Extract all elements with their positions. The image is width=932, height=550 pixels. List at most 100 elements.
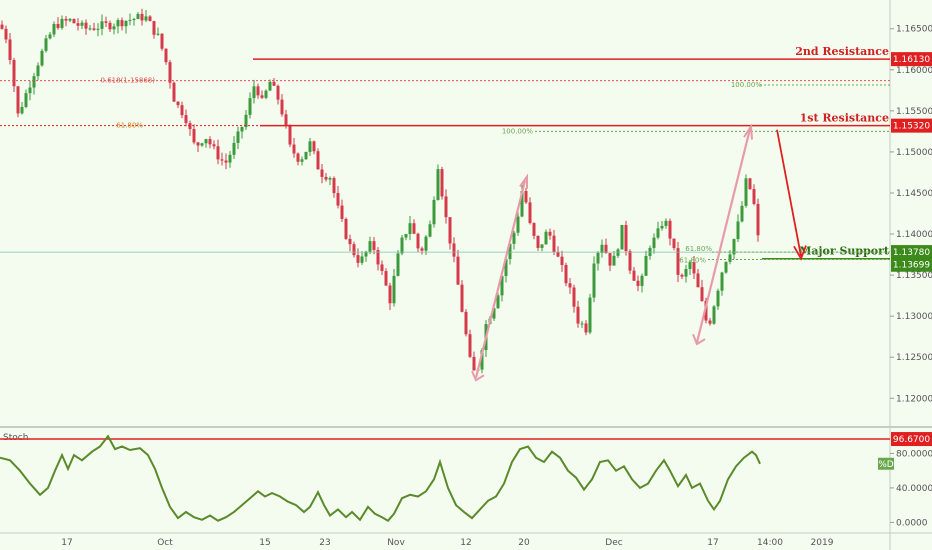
candle-body	[204, 139, 208, 144]
candle	[572, 284, 576, 313]
candle	[160, 33, 164, 51]
candle-body	[724, 261, 728, 273]
candle-body	[124, 20, 128, 27]
candle-body	[656, 228, 660, 238]
candle	[108, 20, 112, 32]
candle-body	[540, 244, 544, 248]
candle	[588, 293, 592, 335]
candle-body	[8, 39, 12, 60]
candle	[300, 156, 304, 166]
candle-body	[584, 323, 588, 333]
candle-body	[596, 252, 600, 264]
candle	[436, 164, 440, 201]
candle-body	[32, 76, 36, 88]
stoch-threshold-badge-text: 96.6700	[893, 435, 930, 445]
price-tick-label: 1.16000	[896, 66, 932, 76]
candle	[448, 217, 452, 250]
candle	[144, 9, 148, 23]
candle-body	[500, 275, 504, 296]
candle-body	[388, 285, 392, 304]
price-axis: 1.16500 1.16000 1.15500 1.15000 1.14500 1.140…	[890, 25, 932, 404]
candle	[316, 148, 320, 170]
candle-body	[76, 23, 80, 26]
candle	[532, 222, 536, 240]
candle	[304, 151, 308, 160]
candle-body	[356, 255, 360, 263]
fib-label: 61.80%	[679, 256, 706, 264]
candle-body	[740, 205, 744, 222]
candle	[372, 237, 376, 255]
candle-body	[352, 244, 356, 256]
candle-body	[404, 234, 408, 238]
price-tick-label: 1.14500	[896, 189, 932, 199]
candle-body	[560, 256, 564, 266]
candle-body	[580, 323, 584, 325]
candle	[752, 184, 756, 206]
candle	[612, 251, 616, 266]
candle	[576, 300, 580, 328]
pattern-arrow-leg-2	[695, 128, 752, 343]
candle	[172, 81, 176, 102]
candle-body	[248, 98, 252, 115]
candle	[580, 320, 584, 329]
candle	[244, 110, 248, 130]
candle-body	[172, 82, 176, 102]
candle	[4, 25, 8, 44]
candle-body	[148, 16, 152, 22]
candle-body	[56, 23, 60, 28]
price-tick-label: 1.15500	[896, 107, 932, 117]
candle-body	[312, 141, 316, 152]
candle	[460, 280, 464, 313]
candle	[376, 247, 380, 271]
candle-body	[140, 13, 144, 21]
candle	[528, 197, 532, 225]
candle-body	[528, 202, 532, 224]
candle-body	[276, 85, 280, 100]
candle-body	[208, 139, 212, 145]
candle	[712, 305, 716, 325]
candle	[388, 282, 392, 311]
candle-body	[672, 238, 676, 249]
candle	[744, 174, 748, 208]
stoch-title: Stoch	[3, 433, 28, 443]
candle-body	[120, 20, 124, 27]
candle-body	[212, 144, 216, 147]
candle-body	[96, 28, 100, 30]
candle	[112, 23, 116, 35]
candle	[336, 186, 340, 209]
price-tick-label: 1.16500	[896, 25, 932, 35]
time-tick-label: 2019	[811, 538, 834, 548]
candle-body	[132, 18, 136, 20]
pattern-arrow-head-2	[743, 123, 753, 140]
candle	[40, 48, 44, 67]
candle-body	[216, 146, 220, 160]
candle	[104, 16, 108, 27]
candle	[32, 72, 36, 95]
candle-body	[704, 300, 708, 321]
candle-body	[116, 20, 120, 27]
stoch-tick-label: 40.0000	[896, 484, 932, 494]
candle-body	[440, 169, 444, 197]
candle	[240, 126, 244, 139]
price-tick-label: 1.14000	[896, 230, 932, 240]
candle-body	[548, 231, 552, 236]
time-tick-label: 17	[61, 538, 72, 548]
candle	[276, 84, 280, 105]
stoch-tick-label: 0.0000	[896, 518, 928, 528]
candle-body	[588, 297, 592, 333]
candle-body	[636, 280, 640, 286]
candle	[628, 249, 632, 275]
time-tick-label: 20	[518, 538, 530, 548]
candle-body	[420, 248, 424, 251]
candle-body	[632, 270, 636, 281]
candle-body	[452, 243, 456, 257]
candle-body	[616, 249, 620, 256]
stoch-tick-label: 80.0000	[896, 449, 932, 459]
candle	[664, 218, 668, 229]
candle	[12, 57, 16, 93]
candle	[0, 20, 4, 30]
candle	[600, 239, 604, 258]
candle-body	[592, 263, 596, 298]
candle	[516, 211, 520, 236]
candle-body	[264, 90, 268, 98]
